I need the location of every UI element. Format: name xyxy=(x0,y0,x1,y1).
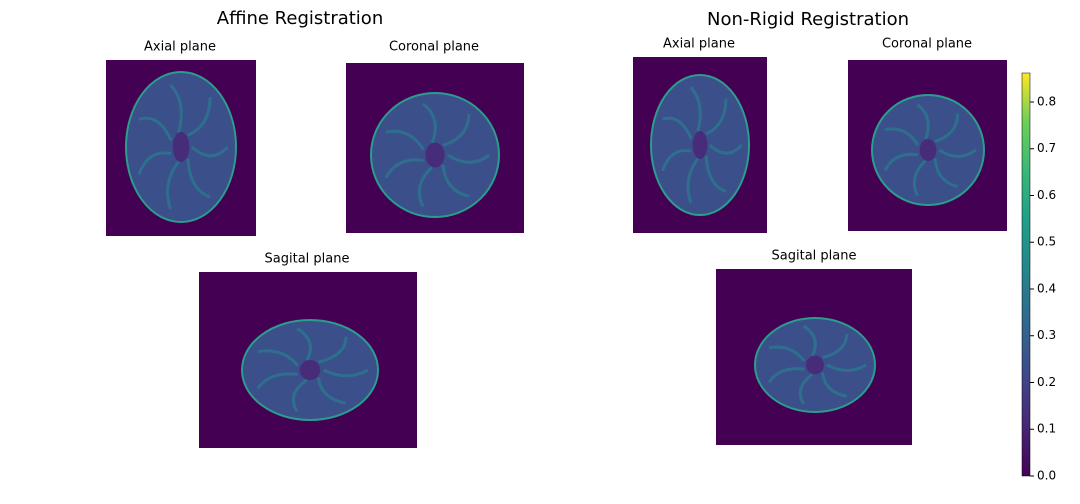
gyrus xyxy=(704,155,727,193)
gyrus xyxy=(938,148,977,158)
colorbar-tick-label: 0.8 xyxy=(1037,94,1056,108)
ventricle xyxy=(919,139,937,161)
gyrus xyxy=(767,367,805,384)
view-title: Axial plane xyxy=(144,40,216,55)
ventricle xyxy=(299,360,321,380)
gyrus xyxy=(661,149,692,172)
view-title: Axial plane xyxy=(663,37,735,52)
gyrus xyxy=(166,160,180,210)
gyrus xyxy=(933,158,959,189)
gyrus xyxy=(884,127,920,147)
gyrus xyxy=(190,145,229,158)
gyrus xyxy=(826,363,867,372)
view-title: Sagital plane xyxy=(265,252,350,267)
view-title: Coronal plane xyxy=(882,37,972,52)
gyrus xyxy=(186,158,211,199)
colorbar-tick-label: 0.0 xyxy=(1037,469,1056,483)
gyrus xyxy=(686,157,700,204)
gyrus xyxy=(256,372,298,390)
colorbar xyxy=(1021,72,1031,477)
panel-title: Affine Registration xyxy=(217,8,383,29)
view-title: Coronal plane xyxy=(389,40,479,55)
colorbar-tick-label: 0.3 xyxy=(1037,328,1056,342)
gyrus xyxy=(822,333,849,360)
gyrus xyxy=(446,153,491,164)
gyrus xyxy=(916,103,930,140)
ventricle xyxy=(172,132,190,162)
ventricle xyxy=(425,142,445,168)
gyrus xyxy=(934,113,960,143)
colorbar-tick-label: 0.1 xyxy=(1037,422,1056,436)
gyrus xyxy=(384,158,424,179)
colorbar-tick-label: 0.7 xyxy=(1037,141,1056,155)
gyrus xyxy=(187,97,212,137)
gyrus xyxy=(316,377,347,405)
ventricle xyxy=(806,355,824,375)
gyrus xyxy=(138,116,173,142)
view-title: Sagital plane xyxy=(772,249,857,264)
gyrus xyxy=(291,378,308,413)
gyrus xyxy=(417,165,434,208)
gyrus xyxy=(662,116,693,140)
gyrus xyxy=(912,159,927,197)
gyrus xyxy=(169,83,183,133)
gyrus xyxy=(257,349,299,367)
gyrus xyxy=(883,152,919,172)
panel-title: Non-Rigid Registration xyxy=(707,9,909,30)
colorbar-tick-label: 0.5 xyxy=(1037,235,1056,249)
gyrus xyxy=(137,151,172,176)
gyrus xyxy=(689,86,702,132)
gyrus xyxy=(708,143,743,155)
gyrus xyxy=(768,345,806,362)
gyrus xyxy=(318,336,348,364)
gyrus xyxy=(442,113,471,147)
colorbar-tick-label: 0.4 xyxy=(1037,281,1056,295)
gyrus xyxy=(296,327,312,361)
gyrus xyxy=(820,372,848,398)
colorbar-tick-label: 0.6 xyxy=(1037,188,1056,202)
gyrus xyxy=(322,368,369,378)
gyrus xyxy=(441,164,470,198)
colorbar-tick-label: 0.2 xyxy=(1037,375,1056,389)
gyrus xyxy=(385,129,425,151)
gyrus xyxy=(421,102,437,144)
gyrus xyxy=(705,98,728,136)
gyrus xyxy=(798,372,814,405)
gyrus xyxy=(802,324,817,357)
ventricle xyxy=(692,131,708,159)
